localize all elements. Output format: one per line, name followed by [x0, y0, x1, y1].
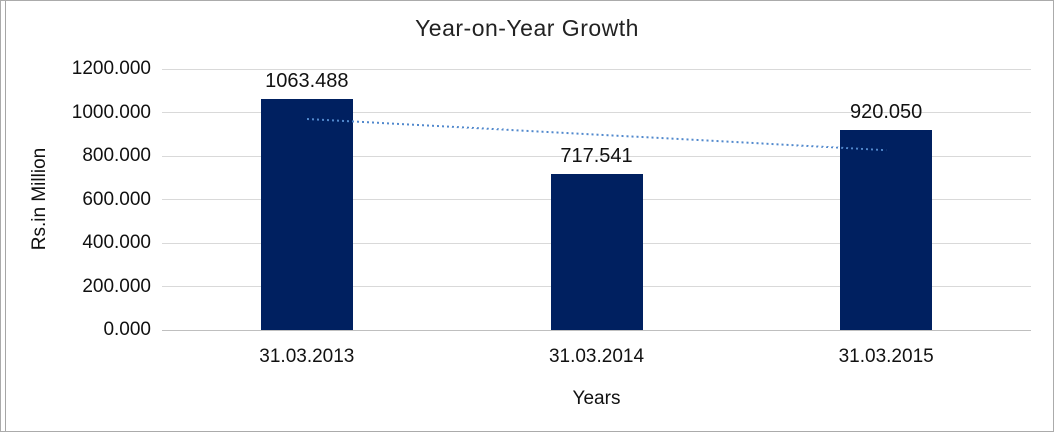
y-tick-label: 1000.000	[71, 101, 151, 123]
y-tick-label: 400.000	[82, 232, 151, 253]
y-tick-label: 800.000	[82, 145, 151, 166]
data-label: 1063.488	[265, 69, 349, 92]
x-tick-label: 31.03.2015	[838, 346, 934, 367]
x-axis-title: Years	[572, 388, 621, 409]
gridline-1200	[162, 68, 1031, 70]
y-tick-label: 600.000	[82, 188, 151, 210]
bar-31.03.2014	[550, 173, 643, 330]
data-label: 717.541	[560, 144, 633, 167]
y-tick-label: 0.000	[103, 319, 151, 340]
x-axis-line	[162, 330, 1031, 331]
y-tick-label: 200.000	[82, 275, 151, 297]
x-tick-label: 31.03.2014	[548, 346, 645, 367]
x-tick-label: 31.03.2013	[259, 346, 355, 367]
gridline-800	[162, 155, 1031, 157]
bar-31.03.2013	[260, 98, 353, 330]
bar-31.03.2015	[840, 129, 933, 330]
gridline-1000	[162, 112, 1031, 113]
frame-left-edge-line	[5, 1, 6, 431]
chart-title: Year-on-Year Growth	[415, 15, 639, 41]
y-tick-label: 1200.000	[71, 58, 151, 79]
data-label: 920.050	[850, 100, 923, 123]
